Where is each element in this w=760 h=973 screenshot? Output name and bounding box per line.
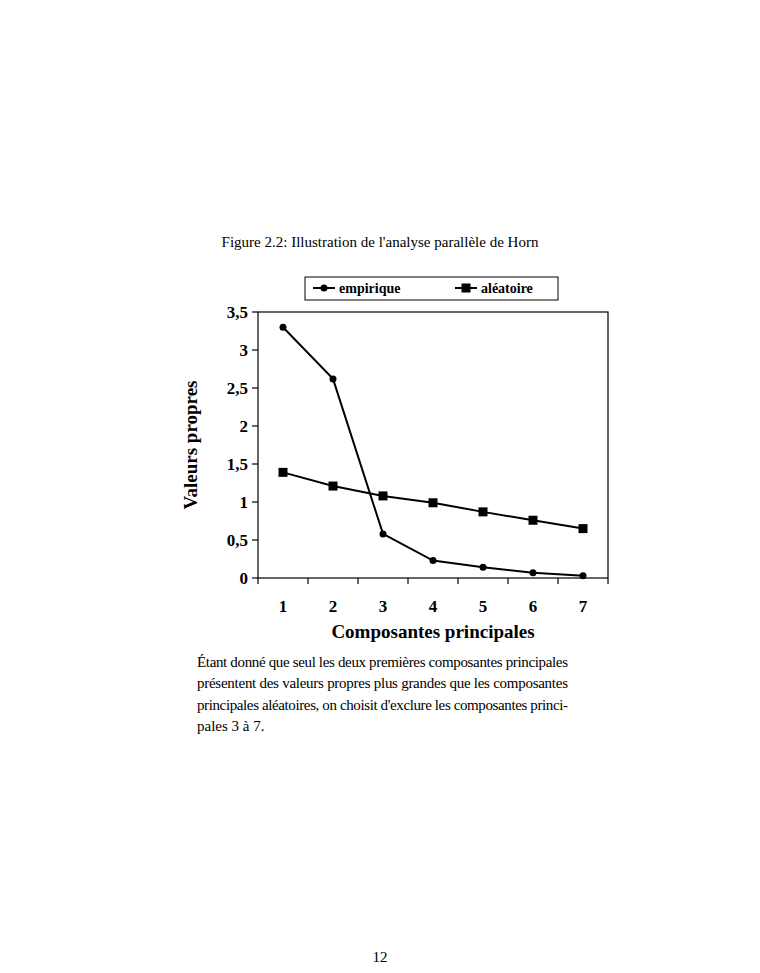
paragraph-line: pales 3 à 7. bbox=[197, 718, 264, 734]
x-tick bbox=[457, 578, 458, 584]
data-point bbox=[429, 498, 438, 507]
data-point bbox=[329, 482, 338, 491]
y-tick bbox=[252, 577, 258, 578]
page-number: 12 bbox=[373, 949, 388, 965]
data-point bbox=[380, 530, 387, 537]
legend-box bbox=[305, 277, 558, 300]
x-tick bbox=[307, 578, 308, 584]
paragraph-line: principales aléatoires, on choisit d'exc… bbox=[197, 697, 568, 713]
series-line bbox=[283, 472, 583, 528]
series-line bbox=[283, 327, 583, 576]
y-tick bbox=[252, 501, 258, 502]
y-tick bbox=[252, 539, 258, 540]
legend-label: empirique bbox=[339, 281, 400, 296]
data-point bbox=[529, 516, 538, 525]
x-tick bbox=[407, 578, 408, 584]
legend-label: aléatoire bbox=[481, 281, 533, 296]
y-tick-label: 3,5 bbox=[227, 303, 248, 322]
y-tick bbox=[252, 425, 258, 426]
x-tick-label: 1 bbox=[279, 597, 288, 616]
x-tick-label: 4 bbox=[429, 597, 438, 616]
y-tick bbox=[252, 463, 258, 464]
data-area bbox=[279, 324, 588, 580]
legend: empirique aléatoire bbox=[305, 277, 558, 300]
data-point bbox=[430, 557, 437, 564]
x-tick-label: 5 bbox=[479, 597, 488, 616]
legend-marker bbox=[321, 285, 328, 292]
legend-marker bbox=[462, 284, 471, 293]
x-axis: 1 2 3 4 5 6 7 bbox=[258, 578, 608, 616]
figure-caption: Figure 2.2: Illustration de l'analyse pa… bbox=[222, 234, 539, 250]
data-point bbox=[480, 564, 487, 571]
x-tick-label: 6 bbox=[529, 597, 538, 616]
page: Figure 2.2: Illustration de l'analyse pa… bbox=[0, 0, 760, 973]
x-tick-label: 3 bbox=[379, 597, 388, 616]
x-axis-label: Composantes principales bbox=[331, 621, 534, 642]
x-tick bbox=[557, 578, 558, 584]
x-tick bbox=[507, 578, 508, 584]
y-axis: 0 0,5 1 1,5 2 2,5 3 3,5 bbox=[227, 303, 258, 588]
x-tick bbox=[357, 578, 358, 584]
data-point bbox=[479, 507, 488, 516]
x-tick-label: 7 bbox=[579, 597, 588, 616]
y-tick-label: 1,5 bbox=[227, 455, 248, 474]
y-tick-label: 2 bbox=[240, 417, 249, 436]
data-point bbox=[579, 524, 588, 533]
data-point bbox=[280, 324, 287, 331]
x-tick bbox=[257, 578, 258, 584]
x-tick bbox=[607, 578, 608, 584]
y-axis-label: Valeurs propres bbox=[180, 381, 201, 510]
data-point bbox=[580, 572, 587, 579]
y-tick bbox=[252, 387, 258, 388]
paragraph-line: présentent des valeurs propres plus gran… bbox=[197, 675, 568, 691]
y-tick-label: 2,5 bbox=[227, 379, 248, 398]
data-point bbox=[279, 468, 288, 477]
y-tick-label: 0,5 bbox=[227, 531, 248, 550]
y-tick-label: 3 bbox=[240, 341, 249, 360]
y-tick bbox=[252, 349, 258, 350]
y-tick-label: 0 bbox=[240, 569, 249, 588]
data-point bbox=[530, 569, 537, 576]
data-point bbox=[330, 375, 337, 382]
paragraph-line: Étant donné que seul les deux premières … bbox=[197, 654, 568, 670]
x-tick-label: 2 bbox=[329, 597, 338, 616]
y-tick bbox=[252, 311, 258, 312]
y-tick-label: 1 bbox=[240, 493, 249, 512]
paragraph: Étant donné que seul les deux premières … bbox=[197, 654, 568, 734]
data-point bbox=[379, 491, 388, 500]
plot-frame bbox=[258, 312, 608, 578]
